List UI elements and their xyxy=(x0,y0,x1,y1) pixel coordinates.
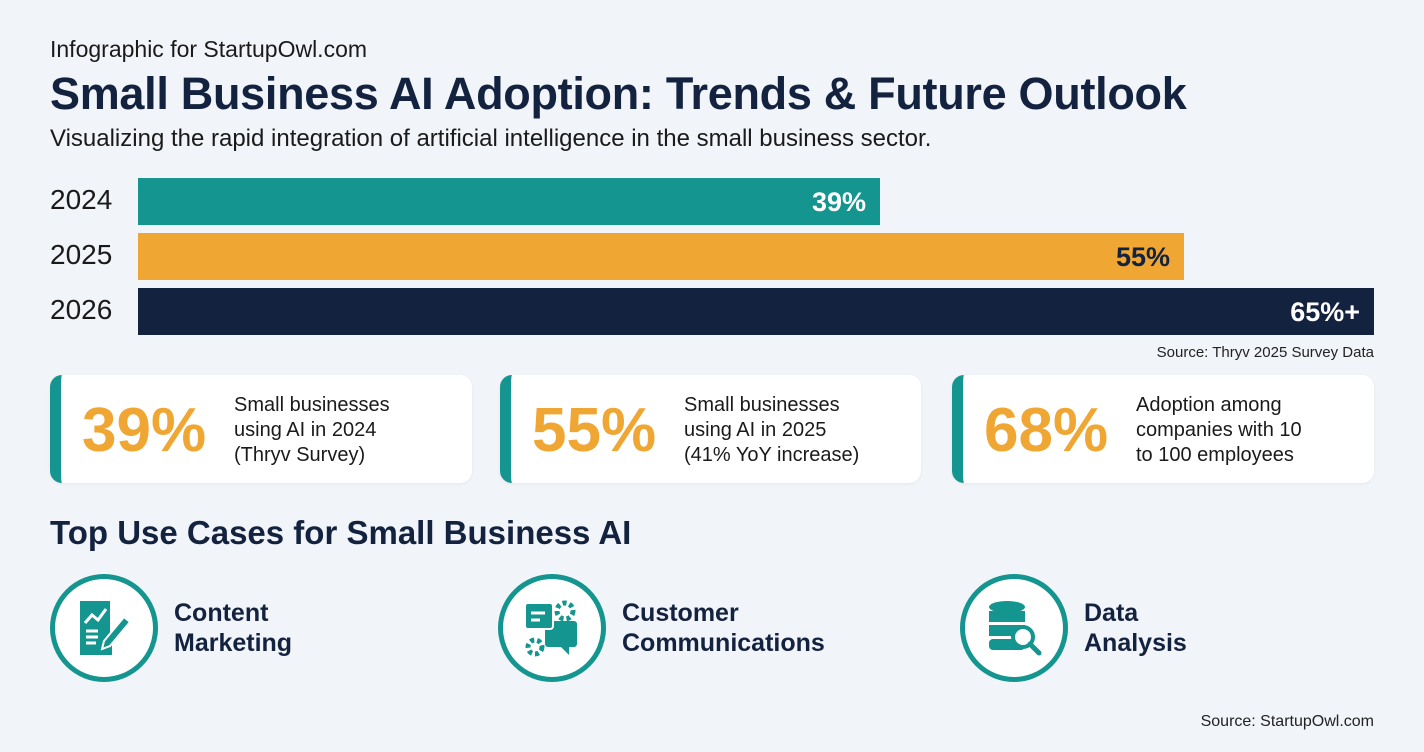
stat-card: 39% Small businesses using AI in 2024 (Thr… xyxy=(50,375,472,483)
data-label: 55% xyxy=(1115,242,1170,272)
kicker: Infographic for StartupOwl.com xyxy=(50,36,368,62)
data-label: 65%+ xyxy=(1290,297,1360,327)
stat-description: Small businesses using AI in 2024 (Thryv S… xyxy=(234,394,390,466)
stat-value: 39% xyxy=(82,396,207,465)
y-tick-label: 2025 xyxy=(50,239,113,270)
page-title: Small Business AI Adoption: Trends & Fut… xyxy=(50,68,1187,119)
stat-card: 55% Small businesses using AI in 2025 (41%… xyxy=(500,375,921,483)
footer-source: Source: StartupOwl.com xyxy=(1200,713,1374,730)
bar-2026: 65%+ xyxy=(138,288,1374,335)
use-case-label: Customer Communications xyxy=(622,599,825,657)
stat-description: Adoption among companies with 10 to 100 em… xyxy=(1136,394,1302,466)
data-analysis-icon xyxy=(960,574,1068,682)
use-case-label: Data Analysis xyxy=(1084,599,1187,657)
data-label: 39% xyxy=(811,187,866,217)
stat-value: 68% xyxy=(984,396,1109,465)
customer-communications-icon xyxy=(498,574,606,682)
use-cases-title: Top Use Cases for Small Business AI xyxy=(50,514,632,551)
y-tick-label: 2024 xyxy=(50,184,113,215)
stat-value: 55% xyxy=(532,396,657,465)
bar-2025: 55% xyxy=(138,233,1184,280)
stat-description: Small businesses using AI in 2025 (41% YoY… xyxy=(684,394,860,466)
y-tick-label: 2026 xyxy=(50,294,113,325)
subtitle: Visualizing the rapid integration of art… xyxy=(50,125,932,152)
content-marketing-icon xyxy=(50,574,158,682)
chart-source: Source: Thryv 2025 Survey Data xyxy=(1156,344,1374,361)
use-case-label: Content Marketing xyxy=(174,599,293,657)
stat-card: 68% Adoption among companies with 10 to 10… xyxy=(952,375,1374,483)
bar-2024: 39% xyxy=(138,178,880,225)
